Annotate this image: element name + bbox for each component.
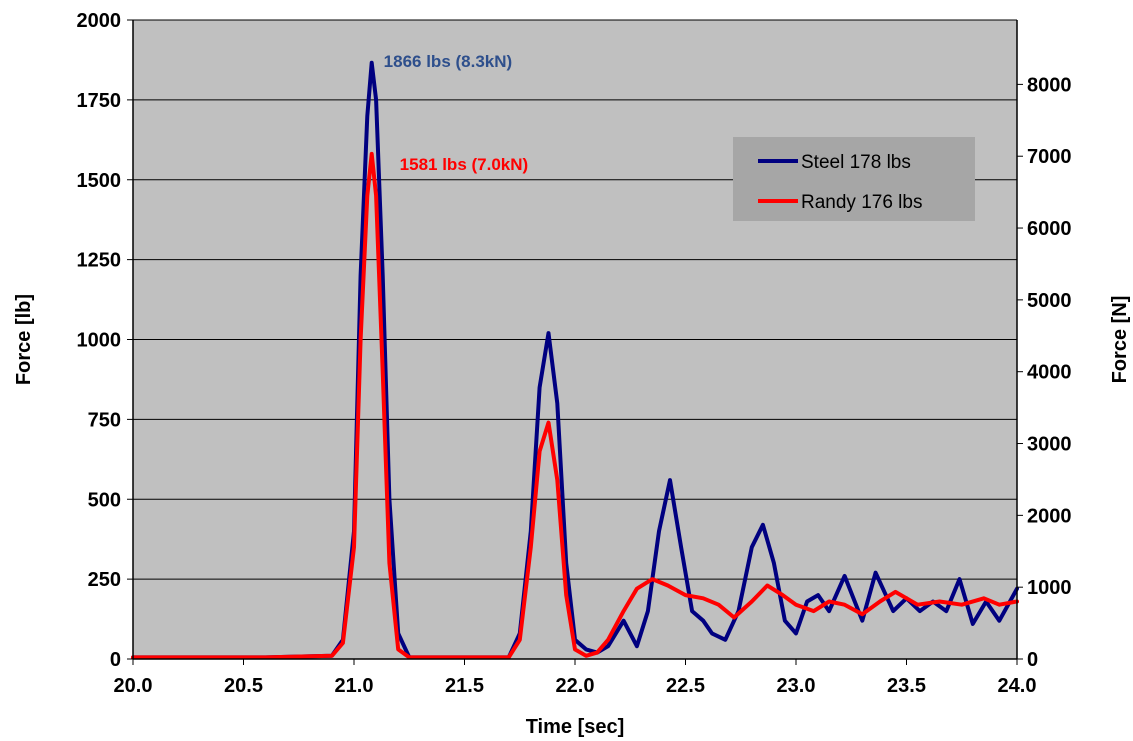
x-tick-label: 23.5	[887, 675, 926, 697]
x-tick-label: 21.0	[335, 675, 374, 697]
y-tick-label: 250	[88, 569, 121, 591]
x-tick-label: 22.5	[666, 675, 705, 697]
y2-tick-label: 8000	[1027, 74, 1072, 96]
y-tick-label: 1500	[77, 170, 122, 192]
y-tick-label: 0	[110, 649, 121, 671]
y-tick-label: 1250	[77, 250, 122, 272]
tick-labels: 0 250 500 750 1000 1250 1500 1750 2000 0 1000 2000 3…	[77, 10, 1072, 697]
legend-label: Randy 176 lbs	[801, 192, 922, 213]
y2-tick-label: 5000	[1027, 290, 1072, 312]
x-axis-title: Time [sec]	[526, 716, 625, 738]
y-axis-title: Force [lb]	[13, 294, 35, 385]
x-tick-label: 20.5	[224, 675, 263, 697]
y-tick-label: 1000	[77, 330, 122, 352]
y-tick-label: 2000	[77, 10, 122, 32]
series-line-2	[131, 151, 1019, 660]
peak-annotation: 1581 lbs (7.0kN)	[400, 155, 529, 174]
peak-annotation: 1866 lbs (8.3kN)	[384, 52, 513, 71]
legend-label: Steel 178 lbs	[801, 152, 911, 173]
y2-tick-label: 6000	[1027, 218, 1072, 240]
y2-tick-label: 3000	[1027, 434, 1072, 456]
y2-tick-label: 0	[1027, 649, 1038, 671]
x-tick-label: 23.0	[777, 675, 816, 697]
y2-tick-label: 2000	[1027, 505, 1072, 527]
x-tick-label: 24.0	[998, 675, 1037, 697]
y2-tick-label: 7000	[1027, 146, 1072, 168]
annotations: 1866 lbs (8.3kN) 1581 lbs (7.0kN)	[384, 52, 529, 174]
y-tick-label: 1750	[77, 90, 122, 112]
y2-tick-label: 1000	[1027, 577, 1072, 599]
y2-axis-title: Force [N]	[1109, 296, 1131, 384]
x-tick-label: 22.0	[556, 675, 595, 697]
series-lines	[131, 60, 1019, 660]
legend: Steel 178 lbs Randy 176 lbs	[733, 137, 975, 221]
legend-box	[733, 137, 975, 221]
axes	[127, 19, 1023, 665]
x-tick-label: 21.5	[445, 675, 484, 697]
gridlines	[133, 19, 1017, 580]
y-tick-label: 750	[88, 409, 121, 431]
x-tick-label: 20.0	[114, 675, 153, 697]
y-tick-label: 500	[88, 489, 121, 511]
series-line-1	[131, 60, 1019, 660]
y2-tick-label: 4000	[1027, 362, 1072, 384]
